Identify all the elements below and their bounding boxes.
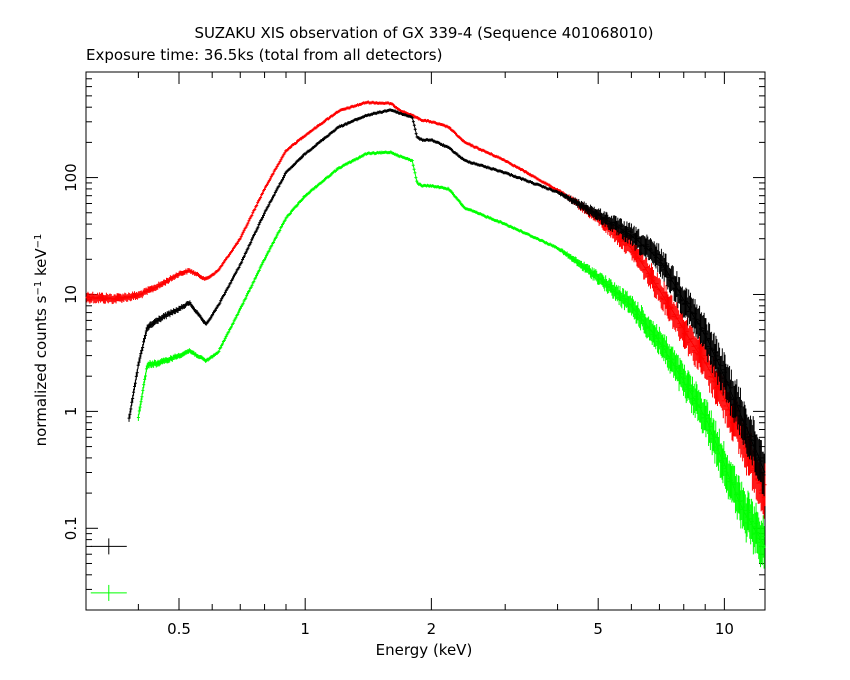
y-axis-label-sup1: −1 <box>33 281 44 296</box>
x-tick-label: 10 <box>715 620 734 638</box>
data-series <box>85 100 767 569</box>
x-tick-label: 2 <box>427 620 437 638</box>
y-tick-label: 100 <box>62 163 80 192</box>
chart-title: SUZAKU XIS observation of GX 339-4 (Sequ… <box>194 24 653 42</box>
series-2 <box>136 150 766 569</box>
y-axis-label-main: normalized counts s <box>32 295 50 446</box>
x-tick-label: 5 <box>593 620 603 638</box>
y-axis-label-sup2: −1 <box>33 234 44 249</box>
legend <box>90 538 127 601</box>
y-tick-label: 10 <box>62 285 80 304</box>
y-tick-label: 1 <box>62 407 80 417</box>
y-axis-label-mid: keV <box>32 248 50 281</box>
y-axis-label: normalized counts s−1 keV−1 <box>32 234 50 447</box>
x-axis-label: Energy (keV) <box>376 641 473 659</box>
axis-ticks: 0.5 1 2 5 10 0.1 1 10 100 <box>62 71 765 638</box>
chart-subtitle: Exposure time: 36.5ks (total from all de… <box>86 46 442 64</box>
x-tick-label: 1 <box>300 620 310 638</box>
y-tick-label: 0.1 <box>62 516 80 540</box>
series-0 <box>85 100 767 519</box>
x-tick-label: 0.5 <box>167 620 191 638</box>
series-1 <box>127 108 766 497</box>
